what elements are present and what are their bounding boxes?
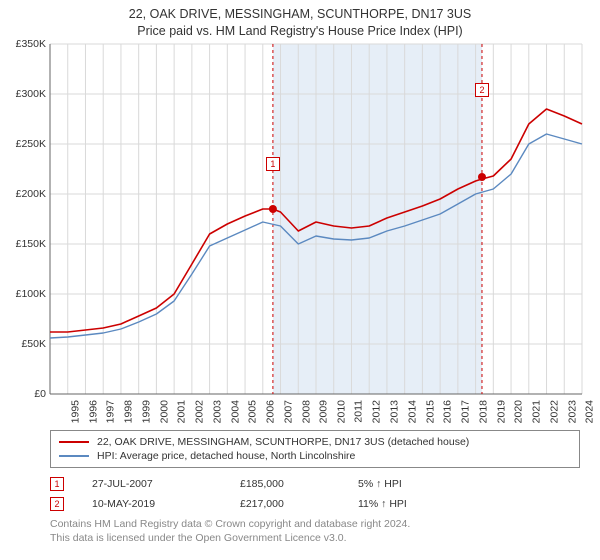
legend-label: HPI: Average price, detached house, Nort…	[97, 450, 355, 462]
y-axis-label: £50K	[21, 338, 46, 350]
x-axis-label: 2024	[584, 400, 596, 423]
sale-date: 27-JUL-2007	[92, 478, 212, 490]
x-axis-label: 2020	[513, 400, 525, 423]
y-axis-label: £250K	[16, 138, 46, 150]
y-axis-label: £300K	[16, 88, 46, 100]
x-axis-label: 1997	[105, 400, 117, 423]
title-block: 22, OAK DRIVE, MESSINGHAM, SCUNTHORPE, D…	[0, 0, 600, 40]
sales-table: 1 27-JUL-2007 £185,000 5% ↑ HPI 2 10-MAY…	[50, 474, 580, 514]
x-axis-label: 2003	[211, 400, 223, 423]
x-axis-label: 2012	[371, 400, 383, 423]
x-axis-label: 2009	[318, 400, 330, 423]
x-axis-label: 2021	[530, 400, 542, 423]
legend-item: HPI: Average price, detached house, Nort…	[59, 449, 571, 463]
x-axis-label: 2014	[406, 400, 418, 423]
y-axis-label: £100K	[16, 288, 46, 300]
title-line2: Price paid vs. HM Land Registry's House …	[0, 23, 600, 40]
x-axis-label: 2015	[424, 400, 436, 423]
sale-marker-box: 2	[475, 83, 489, 97]
y-axis-label: £200K	[16, 188, 46, 200]
x-axis-label: 1998	[123, 400, 135, 423]
chart-area: £0£50K£100K£150K£200K£250K£300K£350K1995…	[50, 44, 582, 394]
sales-row: 1 27-JUL-2007 £185,000 5% ↑ HPI	[50, 474, 580, 494]
x-axis-label: 2001	[176, 400, 188, 423]
y-axis-label: £150K	[16, 238, 46, 250]
sale-marker-box: 1	[266, 157, 280, 171]
footer: Contains HM Land Registry data © Crown c…	[50, 518, 410, 545]
x-axis-label: 2004	[229, 400, 241, 423]
x-axis-label: 2008	[300, 400, 312, 423]
sales-row: 2 10-MAY-2019 £217,000 11% ↑ HPI	[50, 494, 580, 514]
x-axis-label: 2006	[264, 400, 276, 423]
legend-box: 22, OAK DRIVE, MESSINGHAM, SCUNTHORPE, D…	[50, 430, 580, 468]
x-axis-label: 2011	[352, 400, 364, 423]
legend-swatch	[59, 441, 89, 443]
footer-line1: Contains HM Land Registry data © Crown c…	[50, 518, 410, 532]
sale-pct: 11% ↑ HPI	[358, 498, 468, 510]
legend-swatch	[59, 455, 89, 457]
sale-price: £217,000	[240, 498, 330, 510]
legend-item: 22, OAK DRIVE, MESSINGHAM, SCUNTHORPE, D…	[59, 435, 571, 449]
x-axis-label: 2002	[193, 400, 205, 423]
y-axis-label: £350K	[16, 38, 46, 50]
x-axis-label: 2019	[495, 400, 507, 423]
x-axis-label: 2000	[158, 400, 170, 423]
chart-svg	[50, 44, 582, 394]
y-axis-label: £0	[34, 388, 46, 400]
x-axis-label: 2022	[548, 400, 560, 423]
sale-badge: 2	[50, 497, 64, 511]
x-axis-label: 2017	[459, 400, 471, 423]
x-axis-label: 2016	[442, 400, 454, 423]
x-axis-label: 1995	[69, 400, 81, 423]
x-axis-label: 2018	[477, 400, 489, 423]
footer-line2: This data is licensed under the Open Gov…	[50, 532, 410, 546]
x-axis-label: 2005	[247, 400, 259, 423]
legend-label: 22, OAK DRIVE, MESSINGHAM, SCUNTHORPE, D…	[97, 436, 469, 448]
x-axis-label: 2007	[282, 400, 294, 423]
title-line1: 22, OAK DRIVE, MESSINGHAM, SCUNTHORPE, D…	[0, 6, 600, 23]
x-axis-label: 2023	[566, 400, 578, 423]
sale-date: 10-MAY-2019	[92, 498, 212, 510]
sale-pct: 5% ↑ HPI	[358, 478, 468, 490]
x-axis-label: 1999	[140, 400, 152, 423]
sale-price: £185,000	[240, 478, 330, 490]
chart-container: 22, OAK DRIVE, MESSINGHAM, SCUNTHORPE, D…	[0, 0, 600, 560]
x-axis-label: 2013	[389, 400, 401, 423]
sale-badge: 1	[50, 477, 64, 491]
x-axis-label: 1996	[87, 400, 99, 423]
x-axis-label: 2010	[335, 400, 347, 423]
